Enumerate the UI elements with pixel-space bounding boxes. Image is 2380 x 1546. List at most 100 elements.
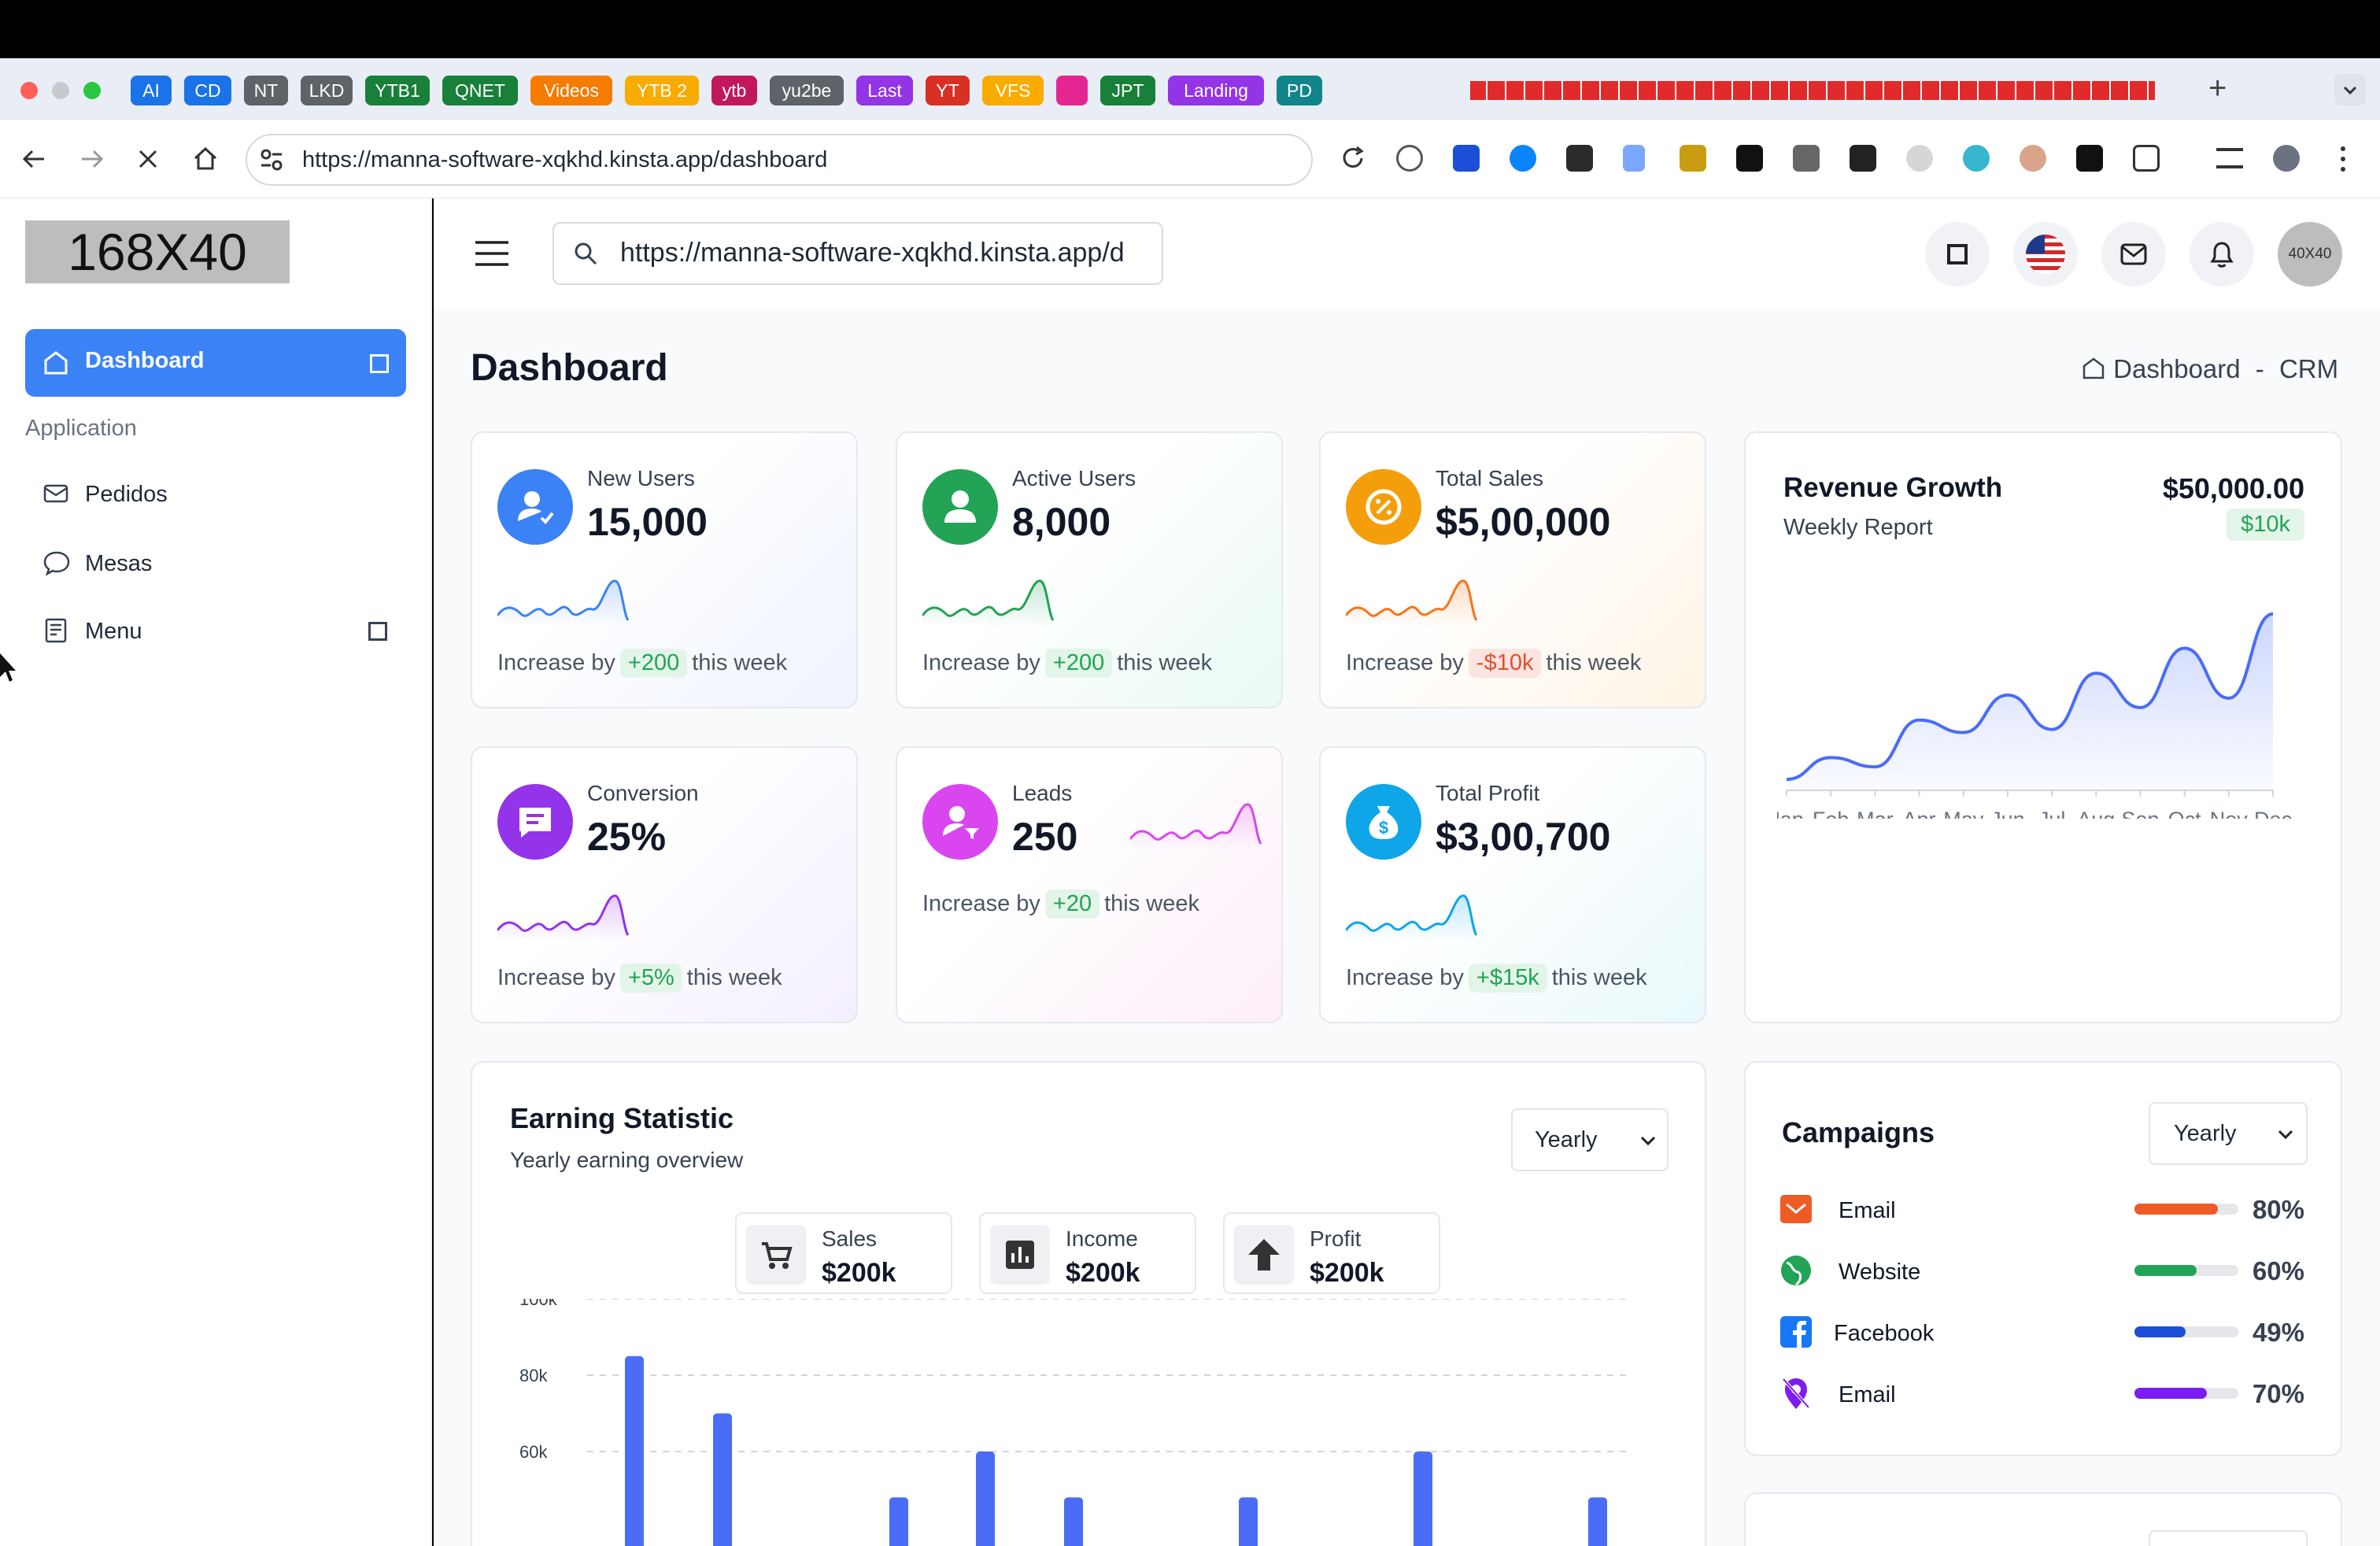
campaign-progress [2134,1326,2238,1337]
bitwarden-extension-icon[interactable] [1453,145,1480,172]
stat-card-total-profit: $ Total Profit $3,00,700 Increase by +$15… [1319,746,1706,1023]
hamburger-icon[interactable] [474,238,510,269]
tab-search-button[interactable] [2334,74,2366,105]
mt-extension-icon[interactable] [1566,145,1593,172]
window-maximize-icon[interactable] [83,82,101,99]
x-tick-label: Sep [2121,808,2159,819]
campaign-name: Facebook [1834,1321,1935,1346]
header-search[interactable] [552,222,1163,285]
address-bar[interactable] [246,134,1313,186]
meta-extension-icon[interactable] [1963,145,1990,172]
bookmark-item[interactable]: Last [856,76,913,105]
send-extension-icon[interactable] [1850,145,1876,172]
reload-icon[interactable] [1340,145,1366,172]
bookmark-item[interactable]: YTB 2 [625,76,699,105]
bookmark-item[interactable]: NT [244,76,288,105]
stat-value: 25% [587,815,667,859]
bookmark-item[interactable]: Videos [530,76,612,105]
bookmark-item[interactable]: VFS [982,76,1044,105]
sparkline [497,894,630,941]
shazam-extension-icon[interactable] [1510,145,1536,172]
stat-footer-prefix: Increase by [922,650,1040,675]
next-card-select[interactable] [2149,1530,2308,1546]
campaign-progress [2134,1204,2238,1215]
fullscreen-button[interactable] [1925,222,1990,287]
stat-title: New Users [587,466,695,490]
new-tab-button[interactable]: + [2208,71,2227,105]
svg-text:$: $ [1379,818,1388,838]
notion-extension-icon[interactable] [2076,145,2103,172]
x-tick-label: Apr [1903,808,1936,819]
bookmark-item[interactable]: YTB1 [365,76,430,105]
campaign-progress-fill [2134,1204,2218,1215]
messages-button[interactable] [2101,222,2166,287]
summary-value: $200k [1066,1258,1140,1288]
avatar[interactable]: 40X40 [2278,222,2342,287]
map-pin-off-icon [1782,1378,1810,1409]
stat-footer: Increase by +5% this week [497,963,782,993]
stat-value: $5,00,000 [1436,500,1611,544]
sidebar-item-dashboard[interactable]: Dashboard [25,329,406,397]
bookmark-item[interactable]: YT [926,76,970,105]
bookmark-item[interactable]: Landing [1168,76,1264,105]
pinned-youtube-tabs[interactable] [1470,81,2155,100]
media-controls-icon[interactable] [2216,148,2243,168]
earning-period-select[interactable]: Yearly [1511,1108,1669,1171]
bookmark-item[interactable]: AI [131,76,172,105]
stop-loading-icon[interactable] [135,146,161,172]
campaigns-period-select[interactable]: Yearly [2149,1102,2308,1165]
browser-menu-icon[interactable] [2339,145,2347,173]
notifications-button[interactable] [2190,222,2254,287]
bookmark-item[interactable]: QNET [442,76,518,105]
user-check-icon [497,469,573,545]
bookmark-item[interactable] [1056,76,1088,105]
sidebar-item-mesas[interactable]: Mesas [25,535,406,590]
summary-value: $200k [1310,1258,1384,1288]
message-icon [497,784,573,860]
site-settings-icon[interactable] [258,146,285,173]
bookmark-item[interactable]: JPT [1100,76,1155,105]
bookmark-item[interactable]: ytb [711,76,757,105]
breadcrumb-home[interactable]: Dashboard [2113,354,2241,383]
home-icon [2082,357,2105,379]
search-input[interactable]: https://manna-software-xqkhd.kinsta.app/… [620,238,1125,268]
summary-income: Income $200k [979,1212,1196,1294]
sidebar-item-label: Dashboard [85,348,205,373]
campaign-row: Email 80% [1780,1190,2304,1230]
revenue-amount: $50,000.00 [2162,472,2304,505]
bookmark-item[interactable]: LKD [301,76,353,105]
video-extension-icon[interactable] [1793,145,1820,172]
window-minimize-icon[interactable] [52,82,69,99]
stat-footer-prefix: Increase by [497,650,615,675]
extensions-puzzle-icon[interactable] [2133,145,2160,172]
bookmark-item[interactable]: CD [184,76,231,105]
folder-extension-icon[interactable] [1680,145,1706,172]
forward-icon[interactable] [77,146,105,172]
profile-avatar-icon[interactable] [2273,145,2300,172]
p-extension-icon[interactable] [1736,145,1763,172]
sidebar-item-pedidos[interactable]: Pedidos [25,466,406,521]
bookmark-item[interactable]: yu2be [770,76,844,105]
stat-footer-prefix: Increase by [1346,965,1464,990]
bookmark-item[interactable]: PD [1277,76,1322,105]
summary-label: Profit [1310,1226,1362,1251]
home-icon[interactable] [191,145,220,172]
x-tick-label: Dec [2254,808,2292,819]
summary-value: $200k [822,1258,896,1288]
profile-extension-icon[interactable] [2020,145,2046,172]
window-close-icon[interactable] [20,82,38,99]
x-tick-label: Jul [2038,808,2066,819]
sidebar-item-menu[interactable]: Menu [25,603,406,658]
screenshot-extension-icon[interactable] [1906,145,1933,172]
campaign-row: Website 60% [1780,1252,2304,1291]
earning-bar-chart: 100k 80k 60k [519,1299,1632,1546]
device-extension-icon[interactable] [1623,145,1645,172]
campaign-name: Email [1839,1198,1896,1223]
stat-title: Leads [1012,781,1073,805]
back-icon[interactable] [20,146,49,172]
address-bar-url: https://manna-software-xqkhd.kinsta.app/… [302,147,828,172]
language-button[interactable] [2013,222,2078,287]
stat-delta: +5% [619,963,682,993]
timer-extension-icon[interactable] [1396,145,1423,172]
bar [1414,1452,1432,1546]
